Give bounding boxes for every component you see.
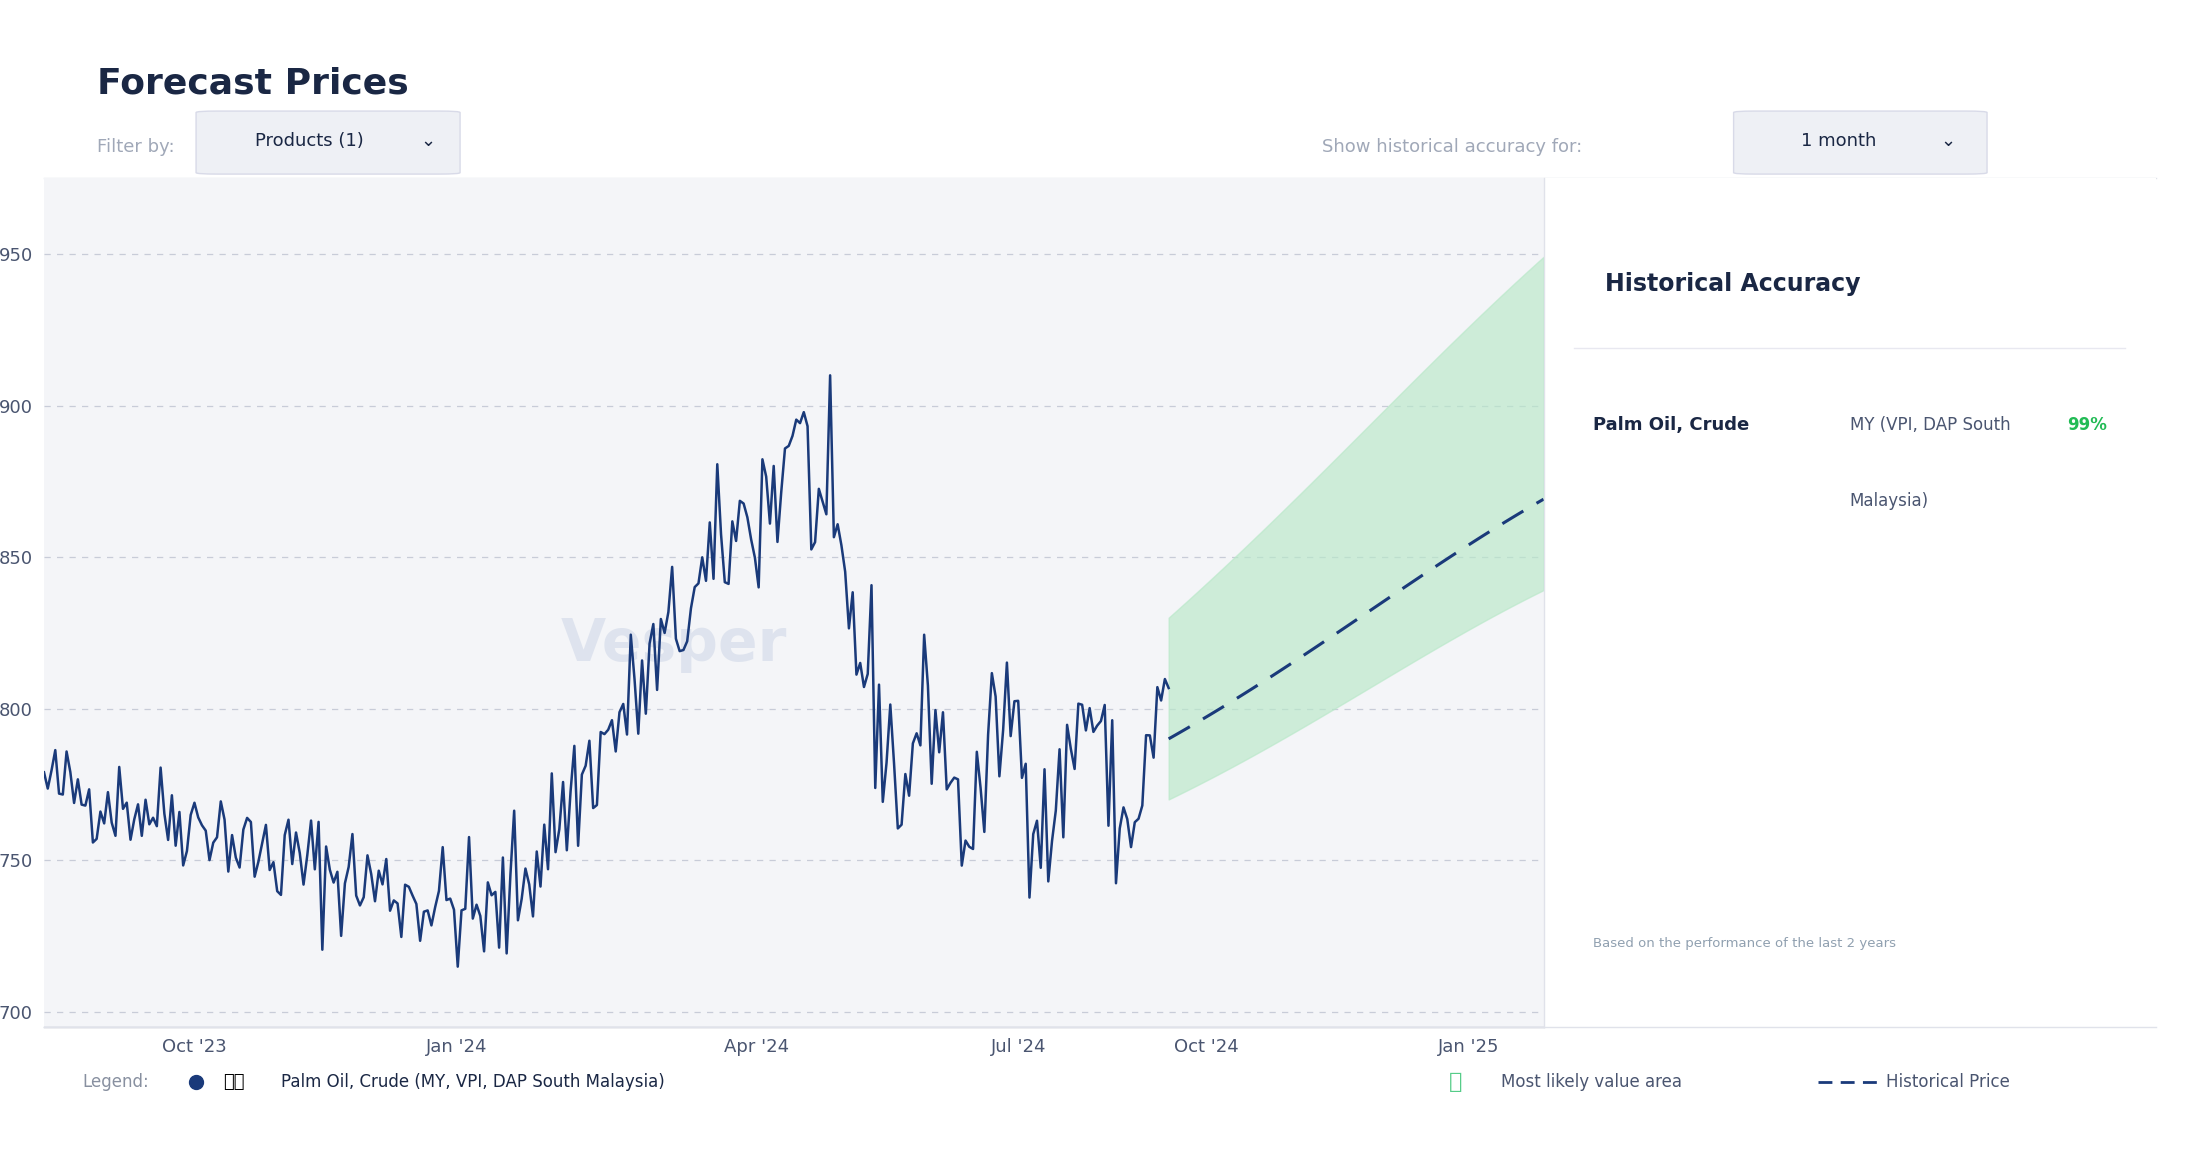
Text: Based on the performance of the last 2 years: Based on the performance of the last 2 y… <box>1593 938 1896 950</box>
Text: ⌄: ⌄ <box>1940 132 1956 150</box>
Text: Products (1): Products (1) <box>255 132 363 150</box>
Text: 🇲🇾: 🇲🇾 <box>224 1072 244 1091</box>
Text: Forecast Prices: Forecast Prices <box>97 67 409 101</box>
Text: Filter by:: Filter by: <box>97 138 174 156</box>
Text: Palm Oil, Crude: Palm Oil, Crude <box>1593 416 1749 434</box>
Text: Vesper: Vesper <box>561 616 788 674</box>
Text: Palm Oil, Crude (MY, VPI, DAP South Malaysia): Palm Oil, Crude (MY, VPI, DAP South Mala… <box>282 1072 664 1091</box>
Text: Malaysia): Malaysia) <box>1850 492 1929 510</box>
Text: Most likely value area: Most likely value area <box>1500 1072 1683 1091</box>
Text: ⌄: ⌄ <box>420 132 436 150</box>
Text: Show historical accuracy for:: Show historical accuracy for: <box>1322 138 1582 156</box>
Text: 〜: 〜 <box>1448 1071 1461 1092</box>
Text: Historical Price: Historical Price <box>1885 1072 2009 1091</box>
Text: 99%: 99% <box>2068 416 2108 434</box>
Text: Legend:: Legend: <box>81 1072 150 1091</box>
FancyBboxPatch shape <box>1734 111 1987 175</box>
FancyBboxPatch shape <box>196 111 460 175</box>
Text: MY (VPI, DAP South: MY (VPI, DAP South <box>1850 416 2015 434</box>
Text: Historical Accuracy: Historical Accuracy <box>1604 272 1861 295</box>
Text: 1 month: 1 month <box>1802 132 1877 150</box>
